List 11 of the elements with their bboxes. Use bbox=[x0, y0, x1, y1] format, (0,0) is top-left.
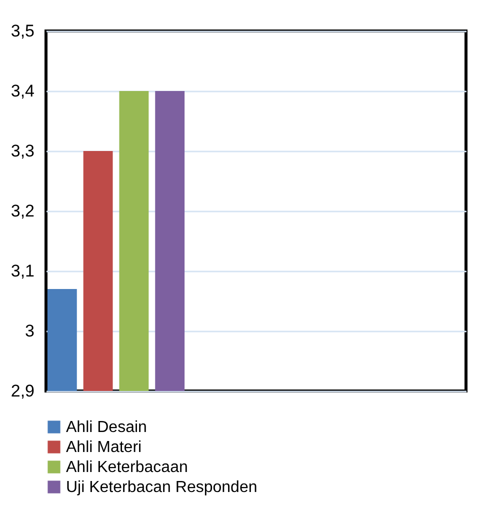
legend-label: Ahli Materi bbox=[66, 439, 142, 456]
y-tick-label: 3 bbox=[25, 322, 34, 340]
y-tick-label: 2,9 bbox=[10, 382, 34, 400]
y-tick-label: 3,5 bbox=[10, 22, 34, 40]
legend-label: Uji Keterbacan Responden bbox=[66, 479, 258, 496]
y-tick-label: 3,4 bbox=[10, 82, 34, 100]
y-tick-label: 3,3 bbox=[10, 142, 34, 160]
y-tick-label: 3,2 bbox=[10, 202, 34, 220]
y-tick-label: 3,1 bbox=[10, 262, 34, 280]
legend-label: Ahli Keterbacaan bbox=[66, 459, 188, 476]
legend-label: Ahli Desain bbox=[66, 419, 147, 436]
